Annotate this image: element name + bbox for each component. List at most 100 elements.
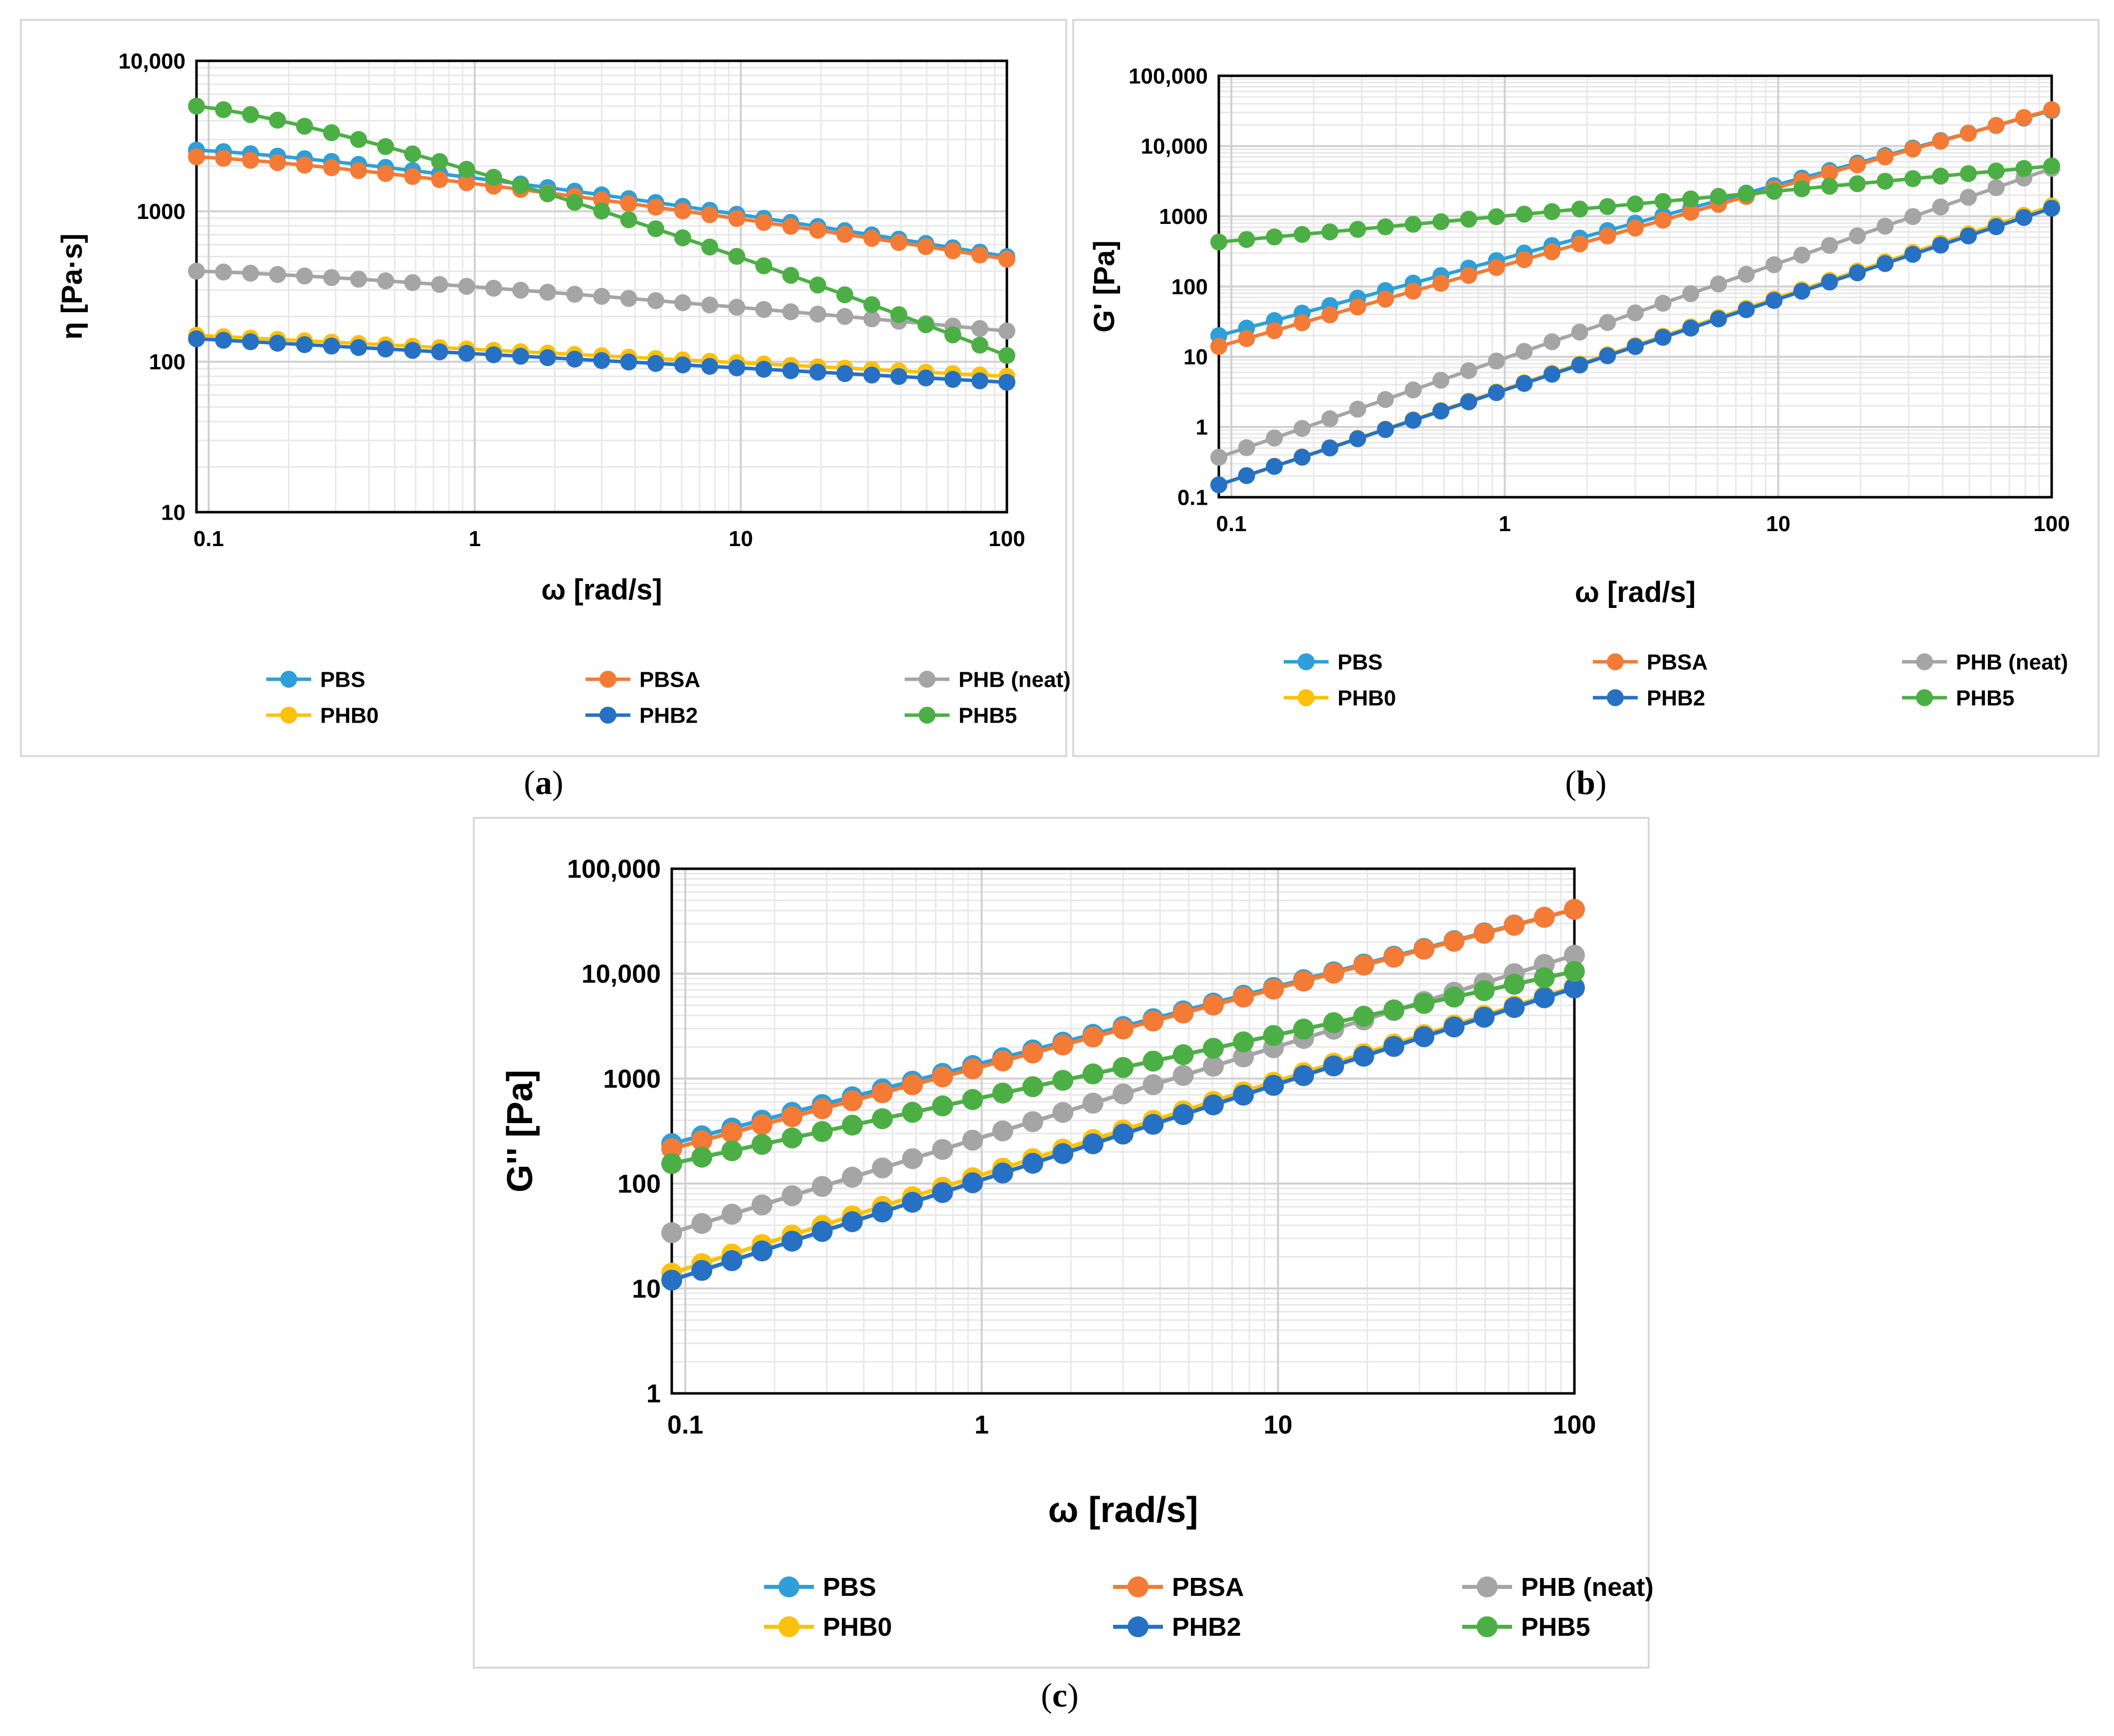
legend-entry: PBSA bbox=[1593, 650, 1708, 674]
x-tick-label: 0.1 bbox=[667, 1411, 703, 1440]
legend: PBS PBSA PHB (neat) PHB0 PHB2 PHB5 bbox=[266, 667, 1071, 728]
data-point bbox=[377, 138, 394, 155]
data-point bbox=[1960, 125, 1977, 142]
data-point bbox=[350, 270, 367, 288]
data-point bbox=[404, 274, 421, 291]
data-point bbox=[1293, 1018, 1314, 1040]
data-point bbox=[836, 365, 853, 383]
data-point bbox=[1210, 448, 1227, 466]
data-point bbox=[998, 322, 1015, 340]
data-point bbox=[1599, 198, 1616, 215]
data-point bbox=[1022, 1042, 1043, 1064]
data-point bbox=[1516, 375, 1533, 392]
legend-entry: PHB0 bbox=[266, 703, 379, 728]
data-point bbox=[1960, 165, 1977, 183]
data-point bbox=[691, 1147, 713, 1168]
legend-label: PHB (neat) bbox=[959, 667, 1071, 692]
data-point bbox=[458, 161, 475, 178]
legend-entry: PHB2 bbox=[1113, 1613, 1241, 1642]
data-point bbox=[1710, 310, 1727, 328]
legend-label: PHB2 bbox=[639, 703, 698, 728]
legend-swatch-marker bbox=[280, 671, 297, 688]
legend-entry: PHB0 bbox=[764, 1613, 892, 1642]
legend-swatch-marker bbox=[1298, 689, 1315, 706]
data-point bbox=[323, 159, 340, 177]
data-point bbox=[296, 267, 313, 285]
data-point bbox=[1238, 439, 1255, 456]
data-point bbox=[1432, 372, 1450, 389]
data-point bbox=[842, 1166, 863, 1188]
data-point bbox=[1377, 218, 1394, 235]
legend-swatch-marker bbox=[1916, 653, 1933, 670]
legend-label: PHB (neat) bbox=[1956, 650, 2068, 674]
legend-swatch-marker bbox=[1916, 689, 1933, 706]
data-point bbox=[755, 301, 772, 318]
data-point bbox=[647, 355, 664, 372]
data-point bbox=[782, 362, 799, 380]
legend-entry: PHB (neat) bbox=[1462, 1573, 1654, 1602]
plot-area-frame bbox=[670, 867, 1576, 1395]
data-point bbox=[992, 1162, 1013, 1184]
data-point bbox=[566, 193, 583, 211]
chart-a: 10 100 1000 10,000 0.1 1 10 100 ω [rad/s] η [Pa·s… bbox=[56, 49, 1071, 728]
data-point bbox=[647, 292, 664, 309]
data-point bbox=[1488, 259, 1505, 276]
legend-label: PHB (neat) bbox=[1521, 1573, 1654, 1602]
data-point bbox=[1383, 947, 1404, 968]
data-point bbox=[962, 1089, 983, 1110]
data-point bbox=[932, 1095, 953, 1117]
data-point bbox=[1543, 203, 1560, 220]
legend-swatch-marker bbox=[280, 707, 297, 724]
data-point bbox=[215, 263, 232, 281]
data-point bbox=[1682, 190, 1700, 207]
data-point bbox=[1682, 319, 1700, 337]
data-point bbox=[1904, 246, 1922, 263]
data-point bbox=[842, 1090, 863, 1112]
plot-area-frame bbox=[195, 59, 1008, 514]
data-point bbox=[1143, 1074, 1164, 1096]
data-point bbox=[1654, 211, 1672, 229]
data-point bbox=[1203, 1038, 1224, 1059]
data-point bbox=[811, 1221, 833, 1242]
data-point bbox=[1849, 175, 1866, 193]
data-point bbox=[1404, 381, 1422, 398]
data-point bbox=[458, 174, 475, 192]
data-point bbox=[755, 213, 772, 231]
y-axis-title: G'' [Pa] bbox=[500, 1070, 540, 1192]
data-point bbox=[728, 210, 746, 227]
data-point bbox=[431, 343, 448, 361]
data-point bbox=[842, 1115, 863, 1136]
legend-entry: PBS bbox=[764, 1573, 876, 1602]
data-point bbox=[809, 364, 826, 381]
y-axis-title: η [Pa·s] bbox=[56, 233, 88, 340]
data-point bbox=[2043, 157, 2060, 175]
data-point bbox=[962, 1058, 983, 1080]
legend-swatch-marker bbox=[1298, 653, 1315, 670]
legend-label: PBS bbox=[1338, 650, 1382, 674]
data-point bbox=[242, 333, 259, 351]
data-point bbox=[188, 148, 205, 166]
data-point bbox=[1877, 217, 1894, 235]
data-point bbox=[782, 267, 799, 284]
data-point bbox=[1821, 273, 1838, 291]
data-point bbox=[1172, 1044, 1194, 1065]
series-phb-neat bbox=[188, 262, 1015, 340]
data-point bbox=[1113, 1124, 1134, 1145]
data-point bbox=[431, 153, 448, 170]
legend-entry: PHB2 bbox=[1593, 686, 1705, 710]
data-point bbox=[1082, 1063, 1104, 1085]
data-point bbox=[323, 337, 340, 355]
data-point bbox=[1349, 400, 1366, 418]
legend-swatch-marker bbox=[778, 1576, 799, 1597]
data-point bbox=[1143, 1010, 1164, 1032]
data-point bbox=[944, 242, 961, 259]
data-point bbox=[485, 279, 502, 297]
data-point bbox=[863, 367, 881, 384]
data-point bbox=[1599, 227, 1616, 245]
data-point bbox=[1765, 256, 1783, 273]
data-point bbox=[1987, 218, 2005, 235]
data-point bbox=[1504, 973, 1525, 995]
data-point bbox=[1571, 235, 1588, 252]
data-point bbox=[620, 211, 637, 228]
